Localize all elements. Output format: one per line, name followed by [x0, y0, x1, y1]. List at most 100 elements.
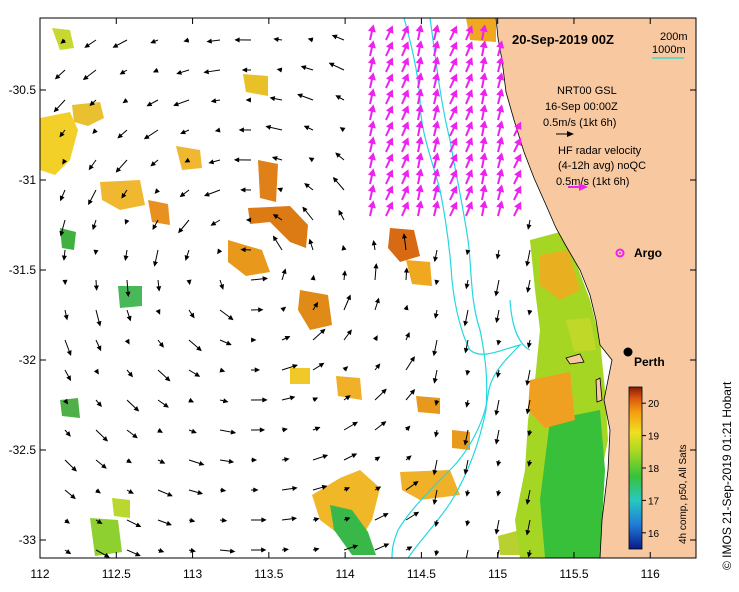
- current-arrowhead: [191, 428, 197, 434]
- current-arrowhead: [401, 233, 408, 239]
- hf-arrowhead: [514, 153, 522, 163]
- hf-arrowhead: [514, 137, 522, 147]
- hf-arrowhead: [367, 40, 376, 49]
- current-arrowhead: [271, 156, 278, 161]
- current-arrowhead: [229, 548, 236, 554]
- argo-label: Argo: [634, 246, 662, 260]
- current-arrowhead: [124, 218, 130, 225]
- current-arrowhead: [189, 312, 195, 319]
- current-arrowhead: [121, 192, 127, 199]
- y-tick-label: -32: [19, 353, 37, 367]
- hf-arrowhead: [465, 73, 474, 82]
- current-arrowhead: [432, 469, 438, 476]
- current-arrowhead: [166, 520, 172, 526]
- current-arrowhead: [494, 317, 500, 324]
- map-title: 20-Sep-2019 00Z: [512, 32, 614, 47]
- current-arrowhead: [152, 224, 158, 231]
- sst-patch: [388, 228, 420, 262]
- hf-arrowhead: [401, 105, 410, 114]
- current-arrowhead: [254, 367, 261, 373]
- current-arrowhead: [245, 217, 252, 223]
- hf-arrowhead: [479, 120, 488, 129]
- x-axis-ticks: 112 112.5 113 113.5 114 114.5 115 115.5 116: [30, 18, 660, 581]
- current-arrowhead: [92, 128, 98, 135]
- current-arrowhead: [241, 67, 248, 73]
- hf-scale-label: 0.5m/s (1kt 6h): [556, 176, 629, 188]
- depth-1000-label: 1000m: [652, 44, 686, 56]
- hf-arrowhead: [367, 200, 376, 209]
- hf-arrowhead: [479, 200, 488, 209]
- current-arrowhead: [154, 188, 160, 194]
- current-arrowhead: [220, 487, 227, 493]
- nrt-label-2: 16-Sep 00:00Z: [545, 101, 618, 113]
- hf-arrowhead: [479, 88, 488, 97]
- current-arrowhead: [344, 395, 351, 401]
- current-arrowhead: [222, 398, 229, 404]
- hf-arrowhead: [415, 40, 424, 49]
- current-arrowhead: [463, 469, 469, 475]
- current-arrowhead: [374, 297, 380, 304]
- hf-arrowhead: [450, 153, 458, 163]
- x-tick-label: 112.5: [102, 567, 131, 581]
- hf-arrowhead: [401, 169, 410, 178]
- current-arrowhead: [93, 285, 99, 291]
- hf-arrowhead: [496, 88, 505, 97]
- hf-arrowhead: [514, 121, 522, 131]
- current-arrowhead: [496, 460, 502, 467]
- sst-patch: [400, 470, 460, 500]
- current-arrowhead: [261, 517, 267, 523]
- current-arrowhead: [122, 98, 129, 104]
- current-arrowhead: [344, 517, 351, 522]
- current-arrowhead: [84, 42, 91, 48]
- current-arrowhead: [158, 342, 164, 348]
- current-arrowhead: [219, 284, 225, 290]
- colorbar-tick-label: 16: [648, 529, 660, 540]
- current-arrowhead: [463, 347, 469, 354]
- current-arrowhead: [525, 287, 531, 293]
- current-arrowhead: [93, 368, 99, 375]
- current-arrowhead: [463, 320, 469, 327]
- hf-arrowhead: [367, 104, 376, 113]
- current-arrowhead: [134, 551, 141, 557]
- sst-patch: [228, 240, 270, 276]
- current-arrowhead: [405, 331, 410, 338]
- current-arrowhead: [62, 158, 68, 165]
- current-arrowhead: [434, 521, 440, 528]
- hf-arrowhead: [401, 137, 410, 146]
- current-arrowhead: [234, 37, 240, 43]
- current-arrowhead: [297, 93, 303, 99]
- depth-200-label: 200m: [660, 31, 688, 43]
- current-arrowhead: [276, 67, 283, 73]
- current-arrowhead: [465, 520, 471, 527]
- current-arrowhead: [314, 426, 321, 432]
- hf-arrowhead: [432, 104, 440, 113]
- current-arrowhead: [383, 543, 390, 549]
- hf-arrowhead: [401, 201, 410, 210]
- hf-arrowhead: [401, 73, 410, 82]
- current-arrowhead: [233, 157, 240, 163]
- hf-arrowhead: [401, 121, 410, 130]
- current-arrowhead: [194, 371, 201, 377]
- sst-patch: [248, 206, 308, 248]
- current-arrowhead: [156, 286, 162, 292]
- current-arrowhead: [284, 336, 291, 341]
- sst-patch: [566, 318, 596, 352]
- hf-arrowhead: [432, 72, 440, 81]
- sst-patch: [330, 505, 376, 555]
- sst-patch: [118, 286, 142, 308]
- current-arrowhead: [265, 124, 272, 130]
- current-arrowhead: [206, 38, 212, 44]
- current-arrowhead: [464, 559, 467, 563]
- y-tick-label: -31: [19, 173, 37, 187]
- current-arrowhead: [152, 261, 158, 267]
- hf-arrowhead: [450, 185, 458, 195]
- current-arrowhead: [261, 547, 267, 553]
- current-arrowhead: [219, 367, 226, 373]
- current-arrowhead: [253, 487, 259, 493]
- current-arrowhead: [124, 338, 130, 345]
- hf-arrowhead: [367, 88, 376, 97]
- current-arrowhead: [381, 388, 387, 395]
- y-axis-ticks: -30.5 -31 -31.5 -32 -32.5 -33: [9, 83, 696, 547]
- current-arrowhead: [143, 134, 150, 140]
- current-arrowhead: [65, 431, 71, 437]
